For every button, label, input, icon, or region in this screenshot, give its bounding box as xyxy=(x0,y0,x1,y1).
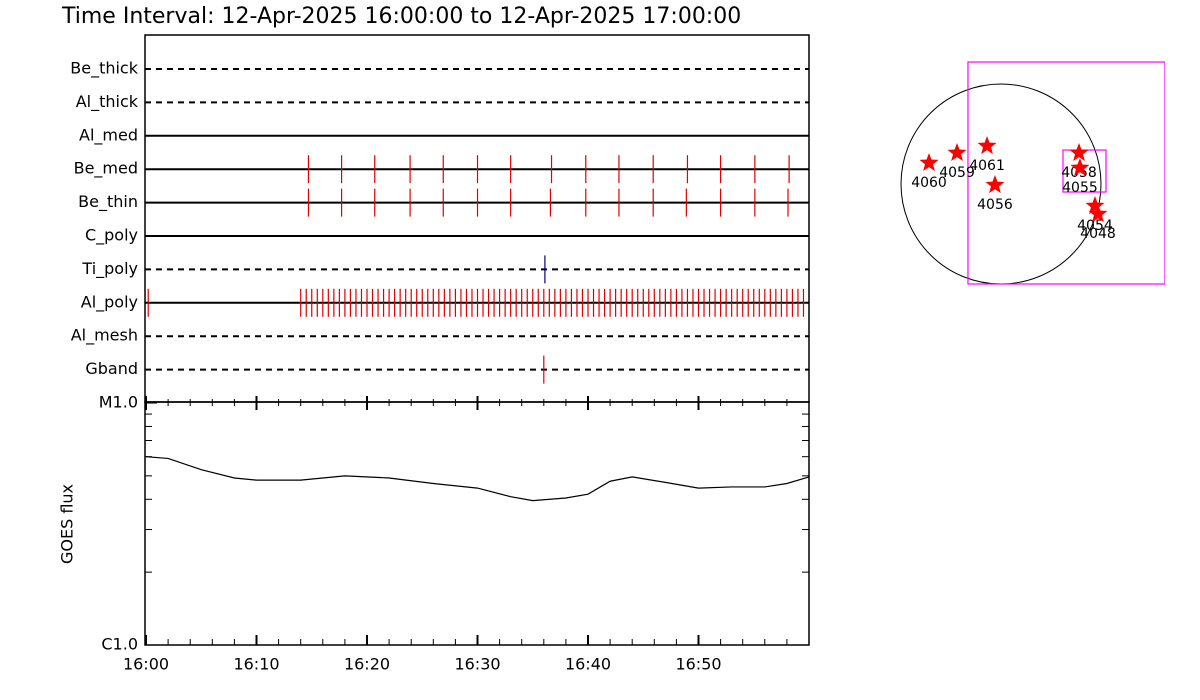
x-tick-label: 16:50 xyxy=(675,655,721,674)
filter-label: Be_med xyxy=(74,159,138,179)
region-star xyxy=(1069,142,1089,162)
region-label: 4059 xyxy=(939,165,975,181)
filter-label: Al_thick xyxy=(76,92,139,112)
region-label: 4061 xyxy=(969,158,1005,174)
filter-label: Al_med xyxy=(79,125,138,145)
region-star xyxy=(1070,157,1090,177)
filter-label: Al_mesh xyxy=(71,326,138,346)
region-star xyxy=(1085,195,1105,215)
filter-label: Al_poly xyxy=(81,292,138,312)
timeline-frame xyxy=(144,34,810,403)
x-tick-label: 16:00 xyxy=(123,655,169,674)
fov-box xyxy=(967,61,1165,285)
y-tick-label: C1.0 xyxy=(101,635,138,654)
filter-label: Ti_poly xyxy=(81,259,138,279)
region-star xyxy=(1088,204,1108,223)
filter-label: Be_thick xyxy=(70,59,138,79)
region-label: 4048 xyxy=(1080,226,1116,242)
goes-curve xyxy=(145,456,810,502)
region-label: 4060 xyxy=(911,175,947,191)
title: Time Interval: 12-Apr-2025 16:00:00 to 1… xyxy=(61,4,741,29)
x-tick-label: 16:30 xyxy=(454,655,500,674)
filter-label: Gband xyxy=(85,359,138,378)
x-tick-label: 16:20 xyxy=(344,655,390,674)
region-star xyxy=(919,152,939,172)
region-label: 4054 xyxy=(1077,218,1113,234)
y-axis-label: GOES flux xyxy=(58,484,77,564)
region-label: 4055 xyxy=(1062,180,1098,196)
goes-frame xyxy=(144,401,810,646)
region-star xyxy=(985,175,1005,194)
y-tick-label: M1.0 xyxy=(99,393,138,412)
region-label: 4058 xyxy=(1061,165,1097,181)
region-star xyxy=(977,135,997,155)
x-tick-label: 16:10 xyxy=(233,655,279,674)
filter-label: Be_thin xyxy=(78,192,138,212)
filter-label: C_poly xyxy=(85,226,138,246)
region-star xyxy=(947,142,967,162)
x-tick-label: 16:40 xyxy=(565,655,611,674)
region-label: 4056 xyxy=(977,197,1013,213)
